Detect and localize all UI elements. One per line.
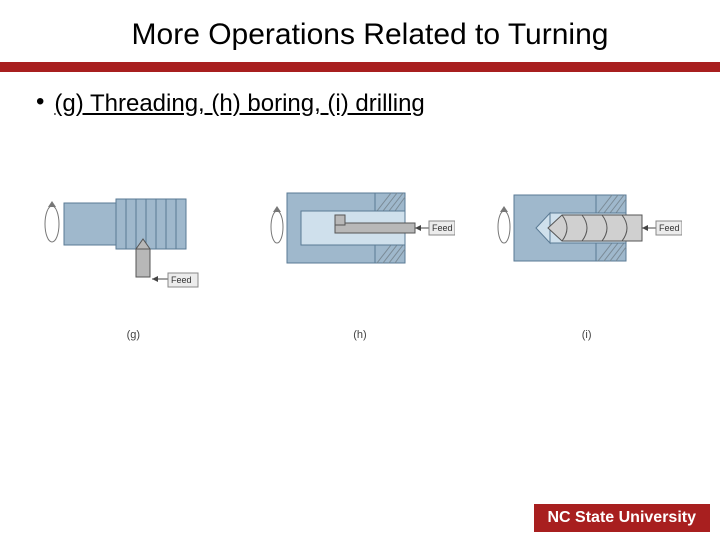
figure-boring-image: Feed	[265, 179, 455, 309]
bullet-text: (g) Threading, (h) boring, (i) drilling	[54, 88, 424, 119]
figures-row: Feed (g)	[0, 179, 720, 341]
slide-title: More Operations Related to Turning	[0, 0, 720, 62]
figure-boring: Feed (h)	[265, 179, 455, 341]
bullet-area: • (g) Threading, (h) boring, (i) drillin…	[0, 72, 720, 119]
footer-banner: NC State University	[534, 504, 711, 532]
figure-drilling-caption: (i)	[582, 329, 592, 341]
feed-label-h: Feed	[432, 223, 453, 233]
figure-drilling: Feed (i)	[492, 179, 682, 341]
figure-boring-caption: (h)	[353, 329, 366, 341]
bullet-dot-icon: •	[36, 88, 44, 117]
title-underline-bar	[0, 62, 720, 72]
figure-threading: Feed (g)	[38, 179, 228, 341]
figure-threading-image: Feed	[38, 179, 228, 309]
feed-label-i: Feed	[659, 223, 680, 233]
feed-label-g: Feed	[171, 275, 192, 285]
figure-drilling-image: Feed	[492, 179, 682, 309]
figure-threading-caption: (g)	[127, 329, 140, 341]
bullet-row: • (g) Threading, (h) boring, (i) drillin…	[36, 88, 680, 119]
